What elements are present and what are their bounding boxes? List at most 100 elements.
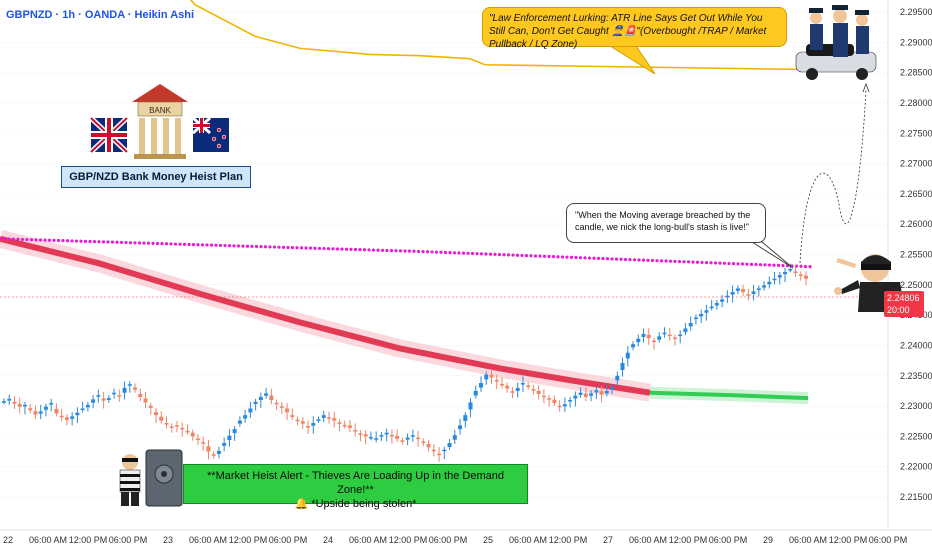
dot-marker: [619, 257, 623, 261]
last-price-tag: 2.24806 20:00: [884, 291, 924, 317]
candle-body: [379, 435, 384, 437]
dot-marker: [736, 262, 740, 266]
dot-marker: [124, 240, 128, 245]
top-bubble-pointer: [608, 45, 656, 75]
candle-body: [190, 432, 195, 437]
thief-with-safe-icon: [119, 449, 183, 507]
dot-marker: [115, 240, 119, 244]
dot-marker: [313, 246, 317, 250]
candle-body: [258, 396, 263, 400]
candle-body: [374, 438, 379, 440]
price-tick-label: 2.22500: [900, 431, 932, 441]
dot-marker: [353, 247, 358, 252]
candle-body: [416, 437, 421, 440]
dot-marker: [569, 255, 574, 259]
candle-body: [138, 393, 143, 397]
candle-body: [458, 425, 463, 430]
law-enforcement-note: "Law Enforcement Lurking: ATR Line Says …: [482, 7, 787, 50]
dot-marker: [479, 252, 484, 256]
dot-marker: [164, 242, 169, 246]
grid-lines: [0, 11, 888, 498]
candle-body: [541, 395, 546, 398]
dot-marker: [79, 239, 83, 243]
alert-line-2: 🔔 *Upside being stolen*: [294, 498, 417, 510]
candle-body: [7, 398, 12, 401]
price-tick-label: 2.26500: [900, 189, 932, 199]
dot-marker: [43, 238, 47, 242]
candle-body: [651, 340, 656, 343]
dot-marker: [376, 248, 380, 252]
symbol-title: GBPNZD · 1h · OANDA · Heikin Ashi: [6, 9, 195, 21]
candle-body: [756, 288, 761, 290]
dot-marker: [547, 254, 551, 259]
candle-body: [693, 317, 698, 320]
red-band-core: [0, 235, 651, 396]
dot-marker: [97, 240, 101, 244]
dot-marker: [227, 244, 232, 248]
dot-marker: [241, 244, 245, 248]
candle-body: [714, 303, 719, 306]
dot-marker: [371, 248, 376, 252]
time-tick-label: 06:00 PM: [429, 535, 468, 545]
candle-body: [788, 269, 793, 271]
dot-marker: [448, 251, 452, 255]
dot-marker: [178, 242, 182, 246]
dot-marker: [605, 257, 610, 261]
dot-marker: [362, 248, 367, 252]
dot-marker: [196, 243, 200, 247]
dot-marker: [583, 256, 587, 260]
time-tick-label: 06:00 AM: [349, 535, 387, 545]
candle-body: [520, 383, 525, 385]
dot-marker: [281, 245, 286, 249]
time-tick-label: 12:00 PM: [229, 535, 268, 545]
dot-marker: [200, 243, 205, 247]
dot-marker: [232, 244, 236, 248]
green-moving-average-band: [649, 386, 809, 405]
candle-body: [180, 427, 185, 430]
dot-marker: [731, 262, 736, 266]
dot-marker: [11, 237, 16, 241]
candle-body: [777, 275, 782, 278]
dot-marker: [403, 249, 407, 253]
dot-marker: [92, 240, 97, 244]
time-tick-label: 12:00 PM: [829, 535, 868, 545]
dot-marker: [173, 242, 178, 246]
candle-body: [274, 402, 279, 405]
candle-body: [783, 272, 788, 275]
candle-body: [326, 417, 331, 419]
candles: [2, 263, 808, 462]
dot-marker: [151, 241, 155, 245]
time-tick-label: 06:00 AM: [509, 535, 547, 545]
time-tick-label: 12:00 PM: [389, 535, 428, 545]
candle-body: [494, 379, 499, 382]
dot-marker: [488, 252, 493, 256]
candle-body: [683, 328, 688, 333]
dot-marker: [646, 258, 650, 262]
dot-marker: [407, 249, 412, 253]
candle-body: [148, 405, 153, 408]
candle-body: [578, 392, 583, 395]
candle-body: [735, 288, 740, 291]
dot-marker: [641, 258, 646, 262]
candle-body: [300, 421, 305, 424]
dot-marker: [137, 241, 142, 245]
candle-body: [54, 408, 59, 414]
dot-marker: [461, 251, 466, 255]
candle-body: [557, 405, 562, 408]
dot-marker: [439, 250, 443, 254]
time-axis: 22 06:00 AM 12:00 PM 06:00 PM 23 06:00 AM 12:0…: [3, 535, 907, 545]
masked-thief-icon: [834, 254, 905, 312]
dot-marker: [740, 262, 745, 266]
dot-marker: [295, 246, 299, 250]
price-tick-label: 2.27000: [900, 159, 932, 169]
candle-body: [762, 285, 767, 288]
candle-body: [672, 337, 677, 340]
time-tick-label: 12:00 PM: [69, 535, 108, 545]
countdown-value: 20:00: [887, 305, 910, 315]
candle-body: [594, 390, 599, 393]
candle-body: [741, 289, 746, 293]
candle-body: [222, 443, 227, 446]
dot-marker: [578, 256, 583, 260]
dot-marker: [268, 245, 272, 249]
